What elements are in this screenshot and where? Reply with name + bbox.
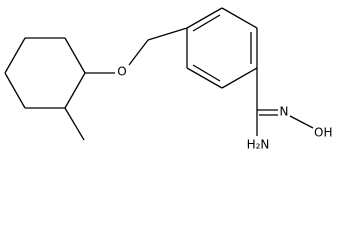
atom-label: N [280,105,289,119]
atom-label: O [117,65,126,79]
structure-diagram: O N OH H₂N [4,7,332,152]
o-ch2-bond [128,39,149,66]
atom-label: OH [314,126,332,140]
ch2-ring-bond [147,27,188,41]
benzene-ring [186,7,258,89]
cyclohexane-ring [4,37,86,109]
methyl-bond [64,107,85,141]
n-o-bond [289,115,314,129]
atom-label: H₂N [247,138,270,152]
